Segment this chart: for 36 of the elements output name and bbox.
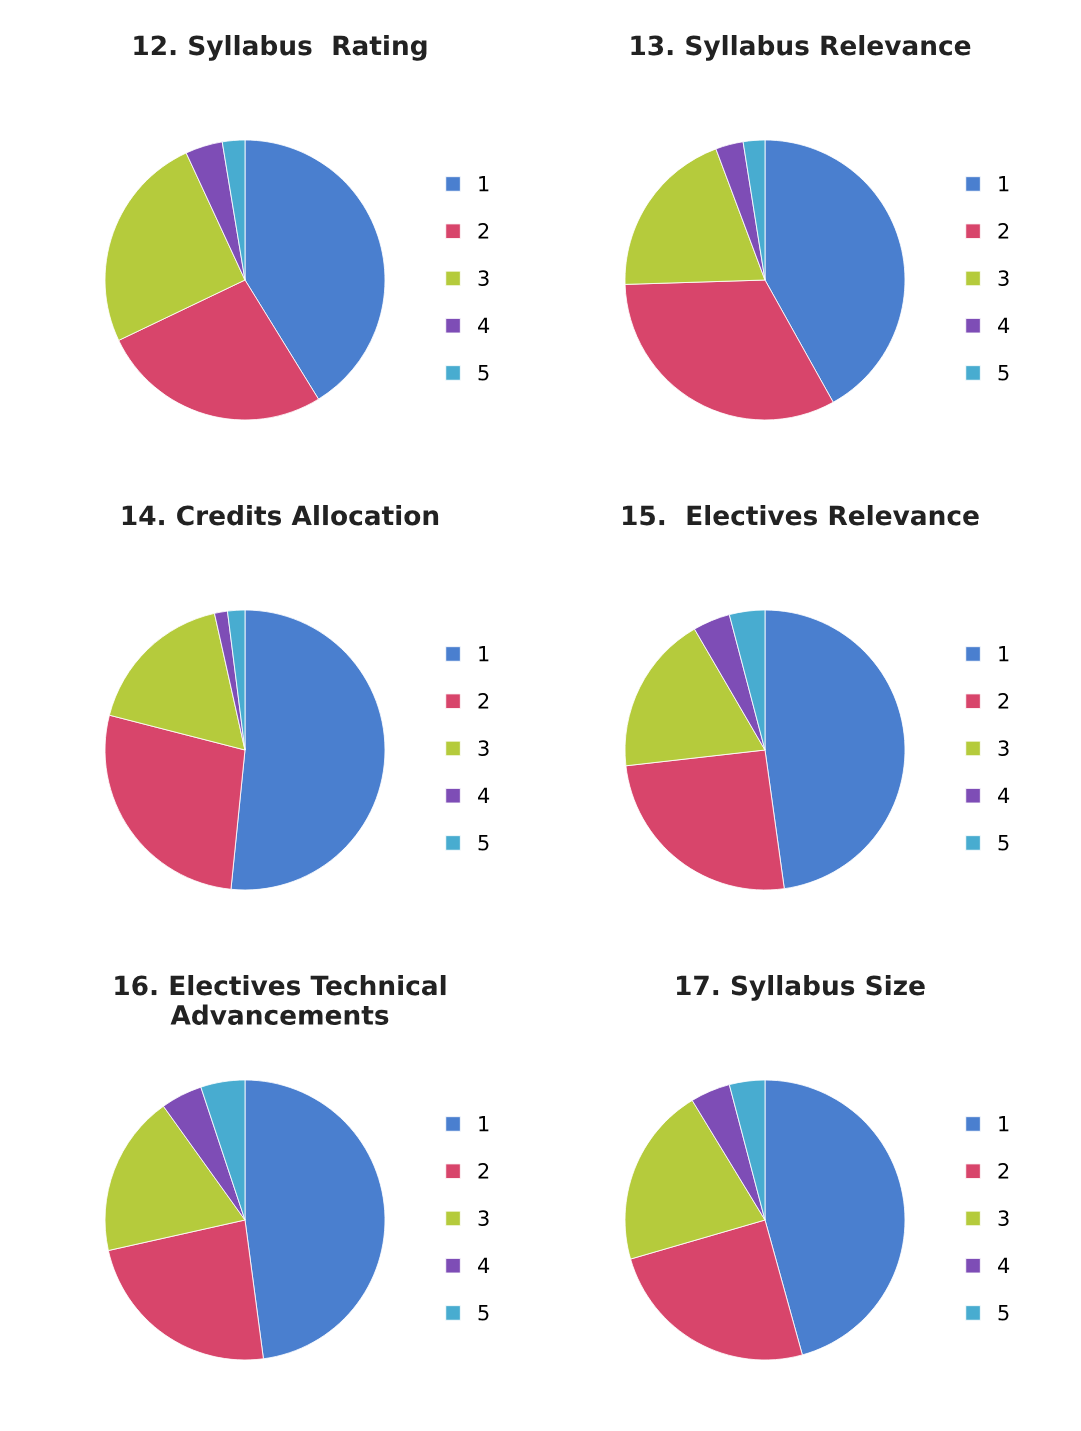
legend-label: 1 xyxy=(479,646,489,662)
legend-label: 5 xyxy=(998,835,1009,851)
legend-label: 2 xyxy=(478,223,489,239)
legend-label: 3 xyxy=(998,740,1009,757)
legend-label: 4 xyxy=(478,1257,490,1273)
legend-label: 3 xyxy=(998,270,1009,287)
chart-title: 14. Credits Allocation xyxy=(122,505,439,526)
legend-label: 4 xyxy=(998,1257,1010,1273)
legend-label: 2 xyxy=(478,693,489,709)
legend-label: 2 xyxy=(478,1163,489,1179)
legend-label: 2 xyxy=(998,1163,1009,1179)
legend-label: 3 xyxy=(478,740,489,757)
legend-label: 2 xyxy=(998,223,1009,239)
legend-label: 4 xyxy=(478,317,490,333)
chart-title: 17. Syllabus Size xyxy=(677,975,925,1001)
legend-label: 4 xyxy=(478,787,490,803)
chart-title: 12. Syllabus Rating xyxy=(134,35,427,61)
legend-label: 4 xyxy=(998,787,1010,803)
legend-label: 5 xyxy=(478,1305,489,1321)
legend-label: 3 xyxy=(478,1210,489,1227)
legend-label: 3 xyxy=(998,1210,1009,1227)
legend-label: 1 xyxy=(479,1116,489,1132)
legend-label: 2 xyxy=(998,693,1009,709)
legend-label: 1 xyxy=(999,1116,1009,1132)
legend-label: 1 xyxy=(479,176,489,192)
legend-label: 3 xyxy=(478,270,489,287)
legend-label: 1 xyxy=(999,646,1009,662)
legend-label: 4 xyxy=(998,317,1010,333)
chart-title: 13. Syllabus Relevance xyxy=(631,35,971,61)
chart-title: 15. Electives Relevance xyxy=(623,505,979,526)
legend-label: 5 xyxy=(478,835,489,851)
legend-label: 5 xyxy=(998,1305,1009,1321)
legend-label: 5 xyxy=(478,365,489,381)
legend-label: 1 xyxy=(999,176,1009,192)
legend-label: 5 xyxy=(998,365,1009,381)
chart-title: 16. Electives Technical Advancements xyxy=(115,975,446,1025)
